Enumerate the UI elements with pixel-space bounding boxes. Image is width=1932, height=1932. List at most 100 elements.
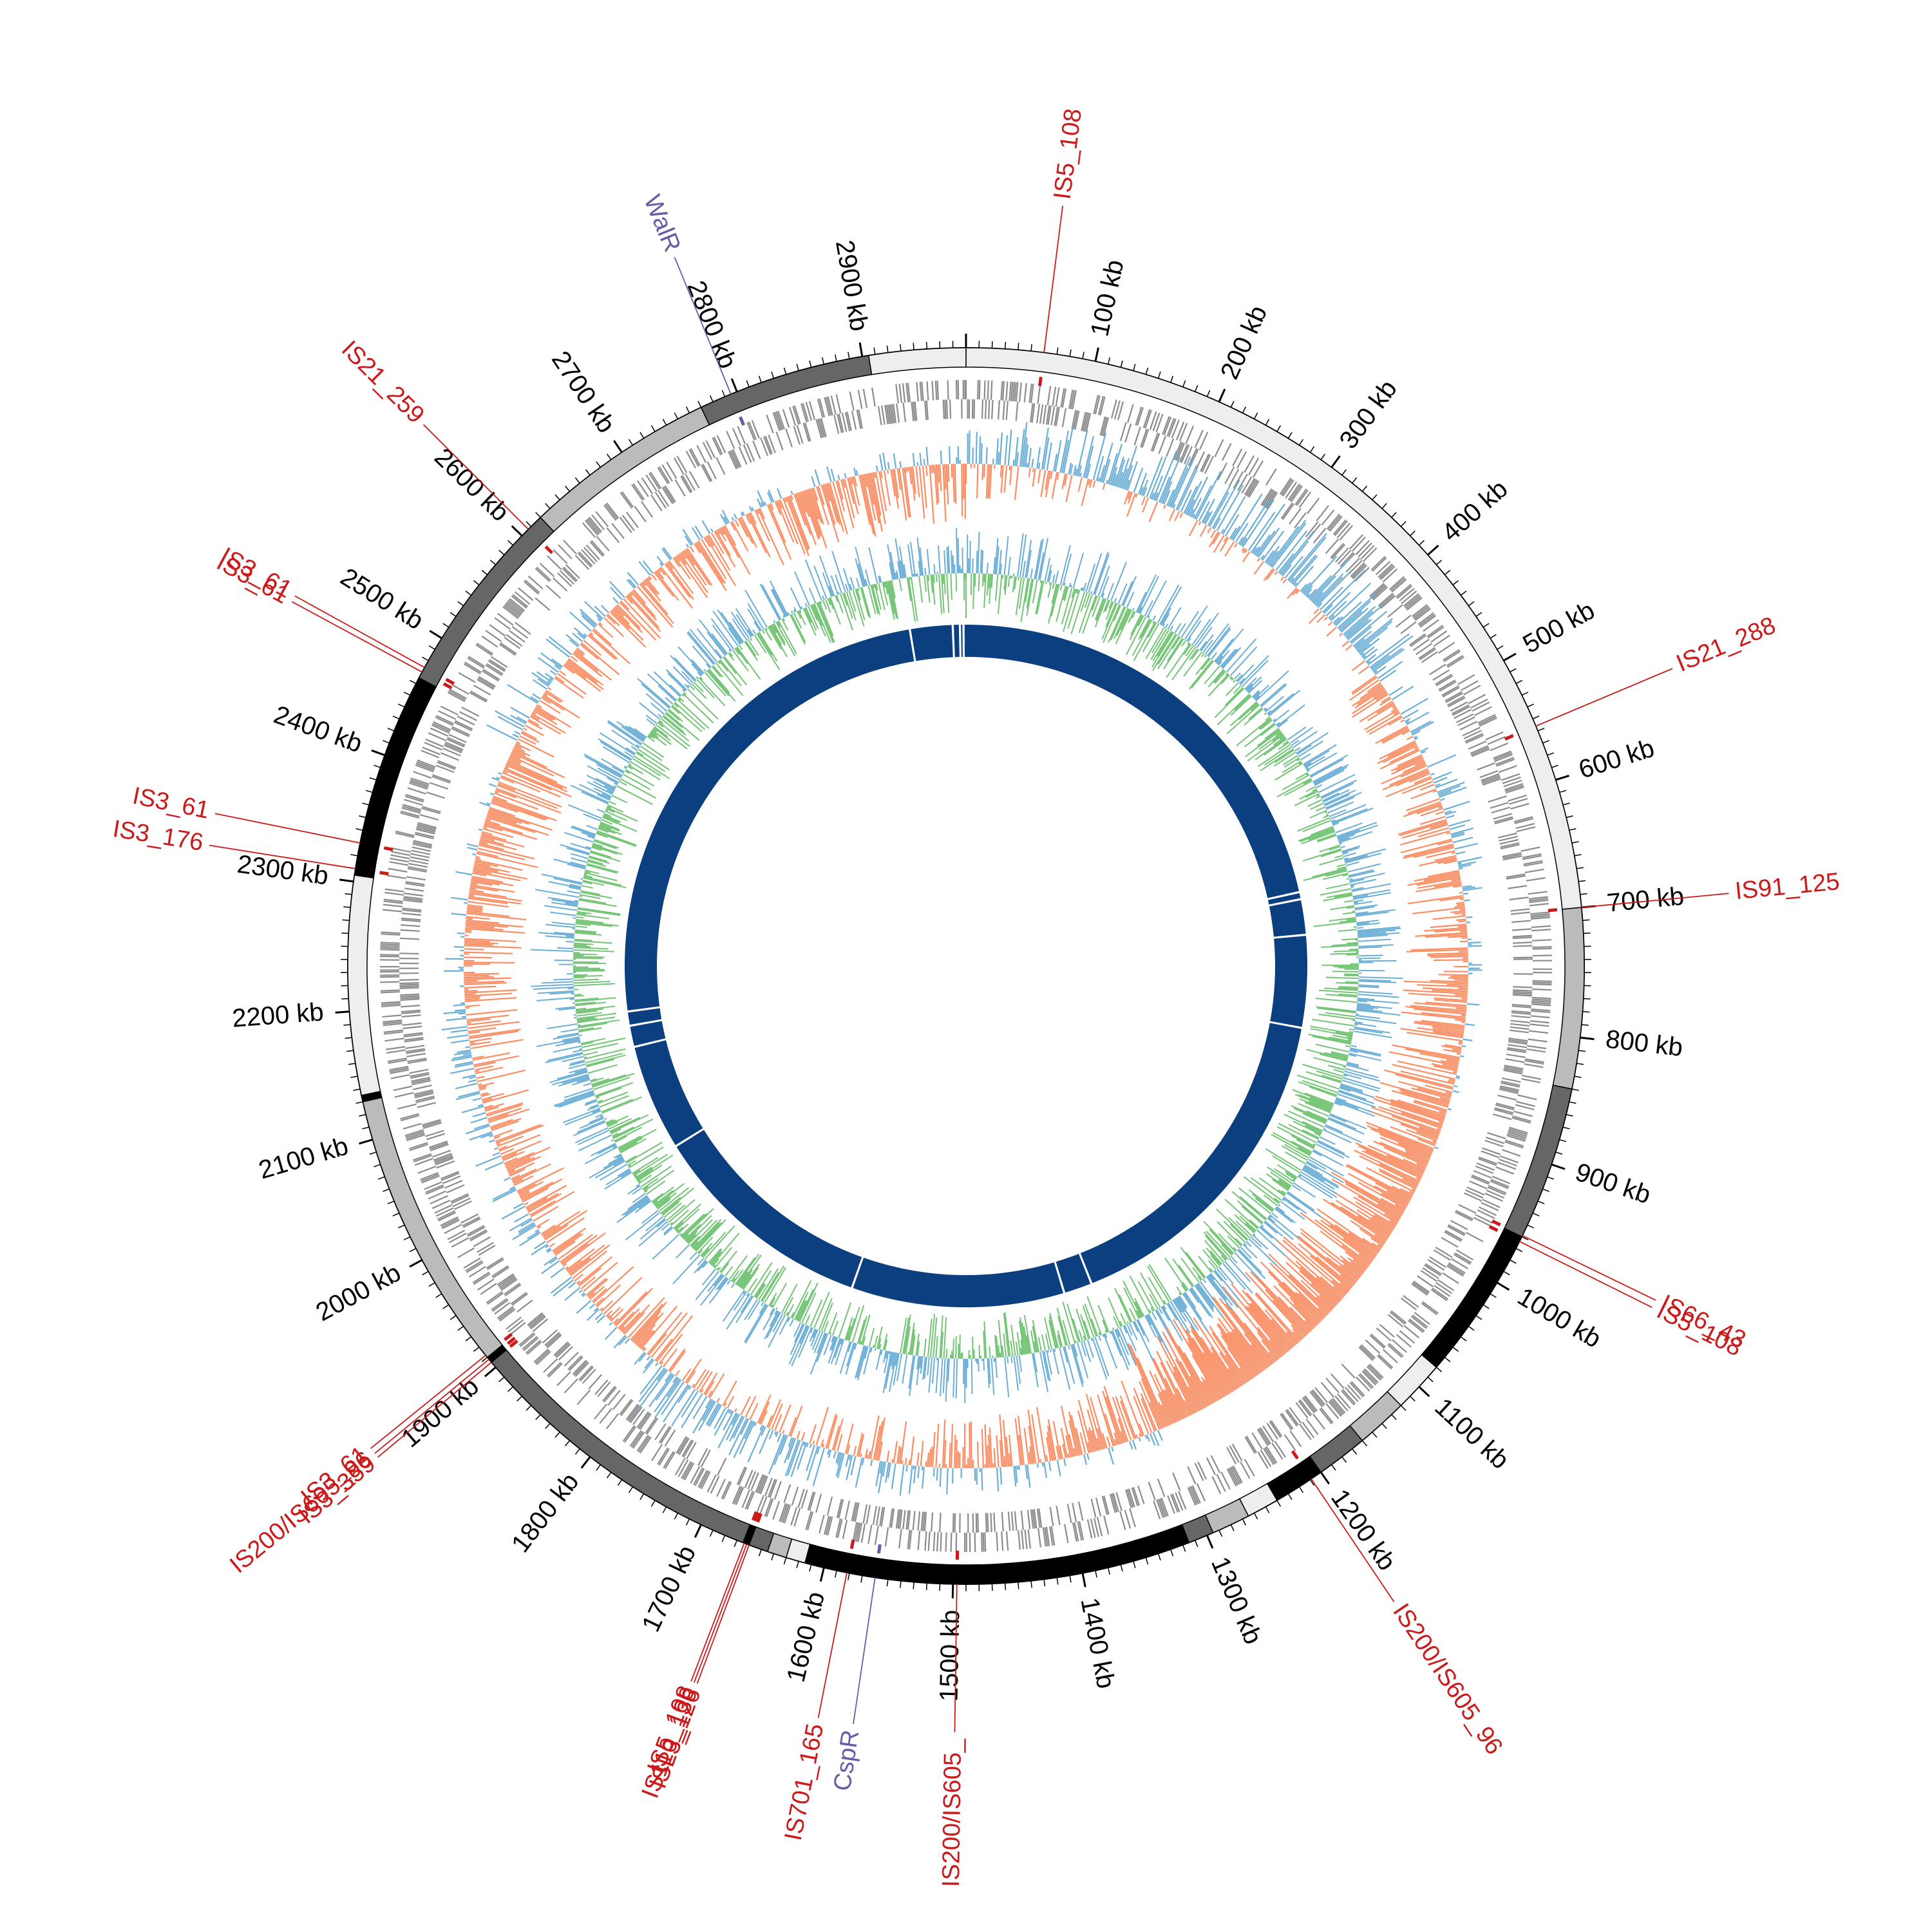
gc-skew-bar [1354,906,1375,911]
gene-feature [1494,818,1513,824]
gc-content-bar [450,1039,469,1044]
gc-content-bar [1444,810,1452,814]
gc-skew-bar [624,1197,649,1216]
gc-skew-bar [1150,629,1170,660]
gc-content-bar [826,466,832,482]
gc-content-bar [1097,1428,1104,1450]
gc-content-bar [1455,902,1464,904]
gc-content-bar [790,1405,803,1437]
gc-skew-bar [1269,1215,1272,1218]
gene-feature [380,943,400,946]
scale-tick-label: 2900 kb [830,238,873,334]
gc-skew-bar [1253,691,1260,699]
gc-skew-bar [1357,1003,1371,1006]
gc-skew-bar [1274,1208,1293,1223]
gc-skew-bar [1110,1331,1122,1356]
gc-content-bar [665,562,694,600]
gene-feature [1379,595,1396,609]
gc-content-bar [1356,621,1393,651]
gc-content-bar [471,879,500,886]
gene-feature [741,1489,751,1508]
gc-content-bar [1278,553,1294,573]
gene-feature [1295,1402,1309,1419]
gc-content-bar [609,1316,613,1321]
gene-feature [486,663,504,675]
gene-feature [1001,1531,1004,1551]
gc-skew-bar [1283,757,1300,768]
gc-skew-bar [1210,1255,1220,1267]
gene-feature [504,1283,522,1297]
gc-skew-bar [1285,1170,1297,1179]
gc-skew-bar [589,1104,599,1109]
gene-feature [1285,481,1298,498]
gene-feature [406,1132,425,1140]
gc-skew-bar [1358,984,1379,987]
gene-feature [645,474,658,492]
gc-skew-bar [1162,623,1166,627]
gene-feature [1484,1193,1503,1202]
gene-feature [1024,1530,1028,1549]
gene-feature [1198,431,1209,450]
minor-tick [1182,380,1186,388]
gc-content-bar [1349,679,1379,701]
gc-content-bar [1077,465,1082,477]
gene-feature [748,421,757,440]
gc-content-bar [575,649,584,656]
gene-feature [1422,1301,1439,1314]
minor-tick [848,352,850,359]
gc-skew-bar [1341,938,1358,941]
gc-skew-bar [733,1269,744,1283]
gc-content-bar [1188,520,1198,536]
gene-feature [717,1457,727,1476]
gc-skew-bar [579,1048,582,1050]
gc-content-bar [1343,605,1376,636]
gc-skew-bar [1016,1332,1021,1356]
gc-content-bar [1083,435,1095,478]
gc-skew-bar [1309,1101,1332,1111]
gc-content-bar [943,1439,947,1468]
gc-content-bar [1382,770,1429,791]
gc-content-bar [1164,1378,1185,1419]
gene-feature [1512,936,1532,940]
gc-content-bar [1016,1465,1019,1470]
gene-feature [1473,706,1492,716]
gc-content-bar [1416,883,1462,893]
gc-content-bar [1408,895,1464,905]
gc-content-bar [1198,501,1210,522]
minor-tick [758,375,762,383]
gc-content-bar [1047,1425,1055,1461]
gc-content-bar [1448,819,1471,827]
gc-skew-bar [1093,551,1109,595]
gene-feature [1216,1473,1226,1492]
gc-content-bar [1309,574,1332,600]
gene-feature [1414,607,1430,620]
gc-skew-bar [1312,867,1347,878]
gc-skew-bar [885,1352,893,1389]
gc-content-bar [466,843,478,848]
gc-content-bar [664,563,691,599]
gene-feature [1487,1132,1506,1140]
gc-skew-bar [1010,1340,1014,1356]
gc-skew-bar [600,1115,603,1117]
gc-content-bar [1141,1398,1156,1432]
gc-content-bar [999,432,1003,465]
minor-tick [362,802,370,806]
gc-content-bar [1420,747,1429,753]
gc-content-bar [1045,470,1050,490]
gene-feature [907,383,911,402]
gc-content-bar [686,1370,696,1384]
gc-skew-bar [558,1076,590,1087]
gc-content-bar [667,1378,681,1397]
minor-tick [387,728,395,732]
gene-feature [1452,706,1470,716]
gene-feature [435,715,454,724]
gc-content-bar [570,655,578,662]
gc-content-bar [1217,1310,1264,1372]
gc-content-bar [1347,1257,1366,1272]
gc-skew-bar [1343,1074,1348,1077]
gene-feature [710,1475,720,1494]
gc-skew-bar [775,1307,778,1311]
gc-content-bar [642,560,654,574]
gc-content-bar [609,611,647,648]
minor-tick [1490,1293,1497,1298]
